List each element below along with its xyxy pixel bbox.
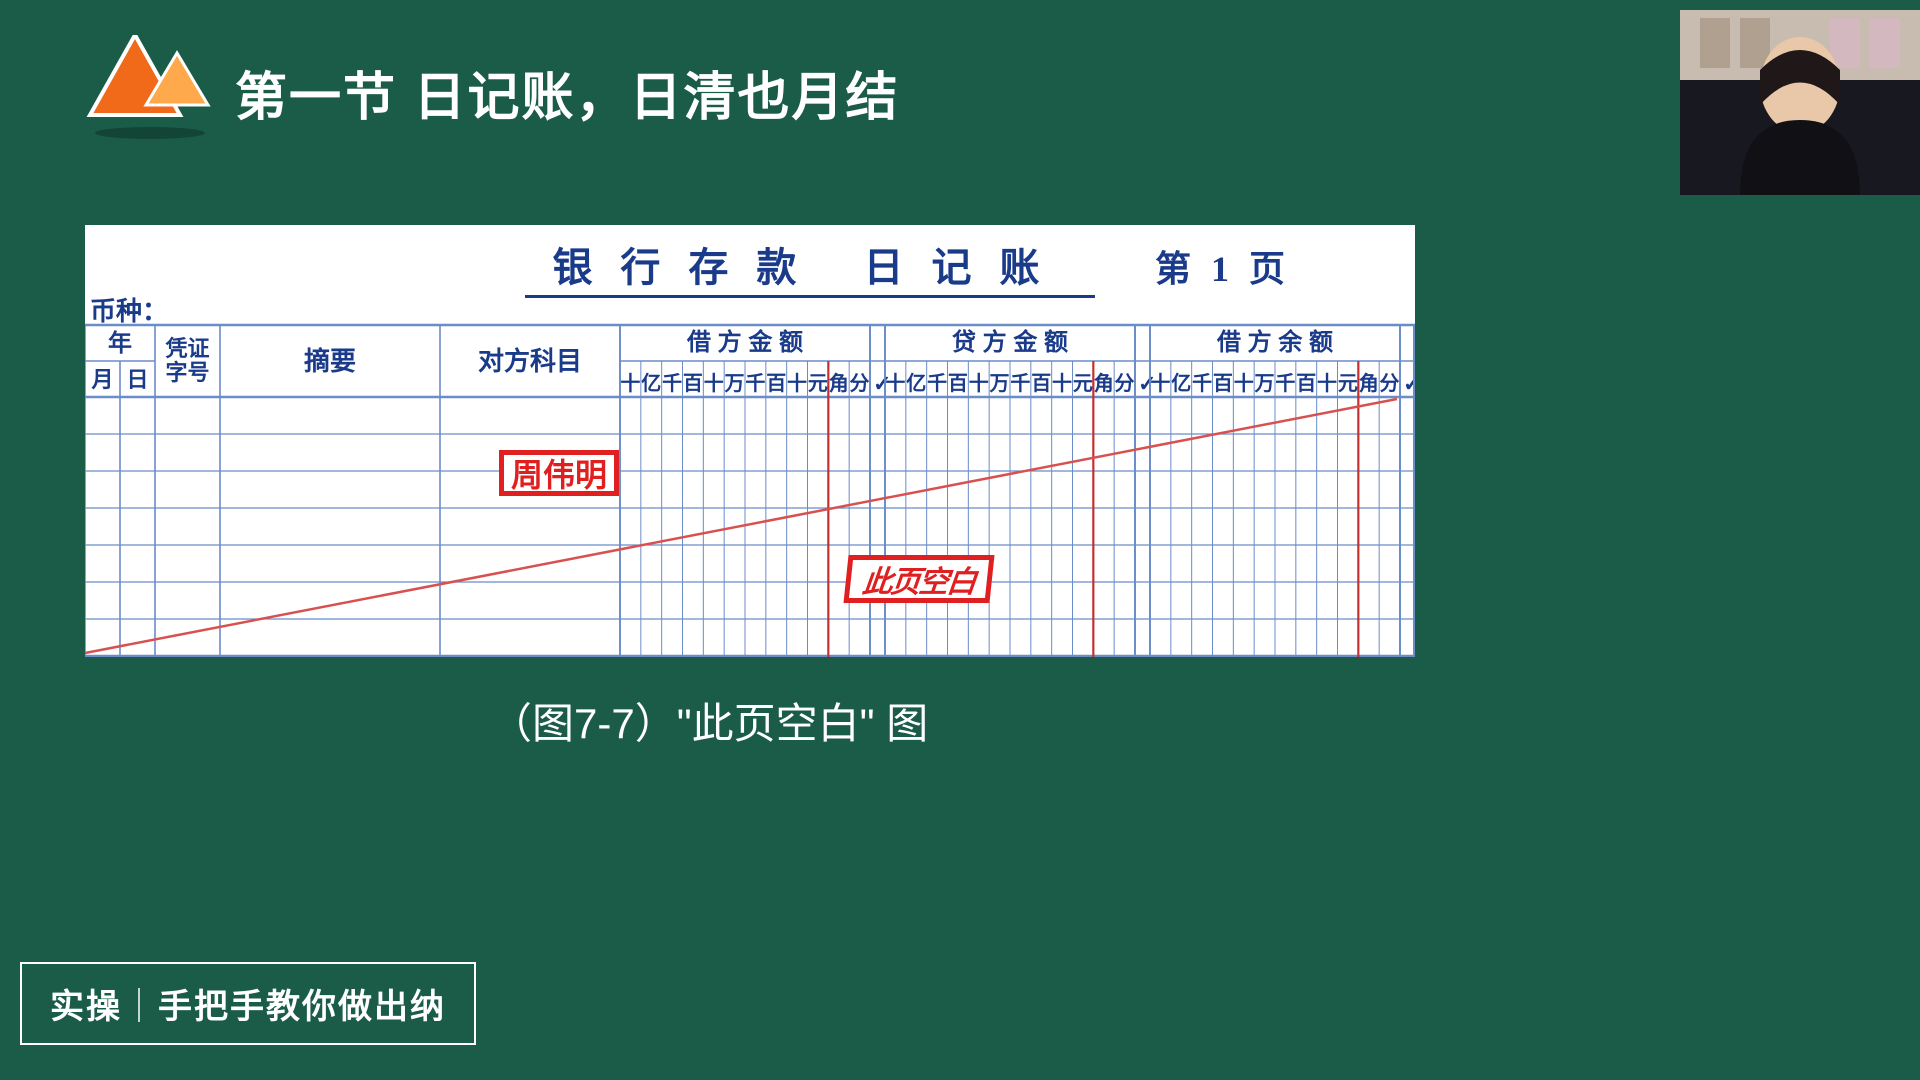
hdr-day: 日 — [120, 364, 155, 397]
digits-debit: 十亿千百十万千百十元角分 — [620, 366, 870, 396]
stamp-blank-page: 此页空白 — [843, 555, 994, 603]
hdr-counter-account: 对方科目 — [440, 328, 620, 394]
ledger-sheet: 银行存款 日记账 第 1 页 币种： ✓✓✓ 年 月 日 凭证 字号 摘要 对方… — [85, 225, 1415, 657]
digits-balance: 十亿千百十万千百十元角分 — [1150, 366, 1400, 396]
hdr-year: 年 — [85, 328, 155, 361]
ledger-grid: ✓✓✓ — [85, 225, 1415, 657]
tag-left: 实操 — [50, 988, 122, 1026]
tag-right: 手把手教你做出纳 — [158, 988, 446, 1026]
slide-title: 第一节 日记账，日清也月结 — [235, 55, 899, 130]
tag-sep: ｜ — [122, 988, 158, 1026]
hdr-credit: 贷 方 金 额 — [885, 325, 1135, 361]
presenter-webcam — [1680, 10, 1920, 195]
hdr-voucher: 凭证 字号 — [155, 328, 220, 394]
course-tag: 实操｜手把手教你做出纳 — [20, 962, 476, 1045]
hdr-debit: 借 方 金 额 — [620, 325, 870, 361]
digits-credit: 十亿千百十万千百十元角分 — [885, 366, 1135, 396]
hdr-summary: 摘要 — [220, 328, 440, 394]
stamp-name: 周伟明 — [499, 450, 619, 496]
hdr-balance: 借 方 余 额 — [1150, 325, 1400, 361]
hdr-month: 月 — [85, 364, 120, 397]
logo-icon — [85, 35, 215, 140]
figure-caption: （图7-7）"此页空白" 图 — [490, 690, 928, 751]
